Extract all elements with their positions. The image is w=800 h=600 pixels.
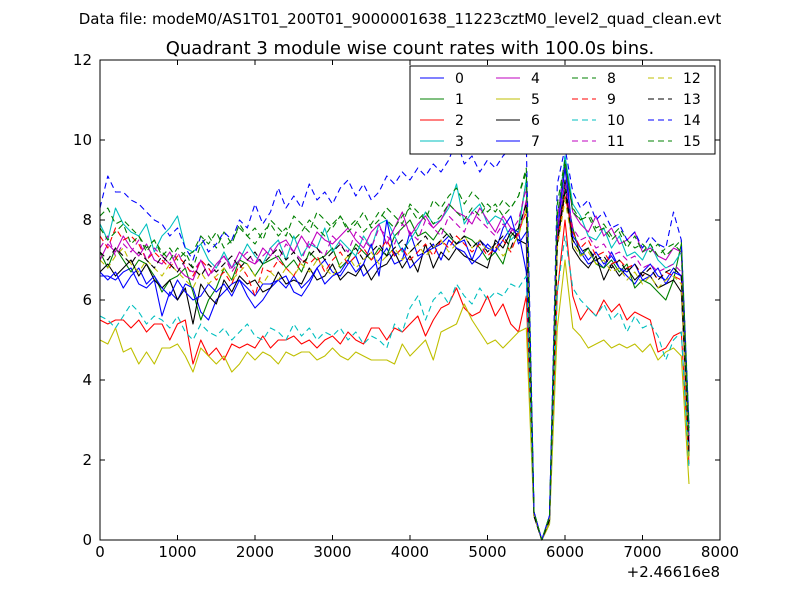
series-line-14 (99, 139, 690, 541)
y-tick-label: 6 (82, 291, 92, 309)
x-tick-label: 2000 (236, 543, 274, 561)
series-line-10 (99, 235, 690, 541)
x-offset-label: +2.46616e8 (627, 563, 720, 581)
legend-label-0: 0 (455, 71, 464, 87)
y-tick-label: 12 (73, 51, 92, 69)
legend-label-3: 3 (455, 134, 464, 150)
series-line-4 (99, 163, 690, 541)
legend-label-12: 12 (683, 71, 701, 87)
y-tick-label: 4 (82, 371, 92, 389)
series-line-5 (99, 259, 690, 541)
y-tick-label: 10 (73, 131, 92, 149)
legend-label-2: 2 (455, 113, 464, 129)
y-tick-label: 2 (82, 451, 92, 469)
x-tick-label: 0 (95, 543, 105, 561)
series-line-8 (99, 163, 690, 541)
legend-label-15: 15 (683, 134, 701, 150)
legend-label-8: 8 (607, 71, 616, 87)
series-layer (99, 139, 690, 541)
legend-label-6: 6 (531, 113, 540, 129)
series-line-12 (99, 199, 690, 541)
series-line-15 (99, 159, 690, 541)
legend-label-9: 9 (607, 92, 616, 108)
legend-label-13: 13 (683, 92, 701, 108)
legend-label-10: 10 (607, 113, 625, 129)
legend-label-4: 4 (531, 71, 540, 87)
x-tick-label: 5000 (468, 543, 506, 561)
legend-label-14: 14 (683, 113, 701, 129)
y-tick-label: 0 (82, 531, 92, 549)
x-tick-label: 7000 (623, 543, 661, 561)
legend-label-1: 1 (455, 92, 464, 108)
x-tick-label: 8000 (701, 543, 739, 561)
chart-title: Quadrant 3 module wise count rates with … (166, 38, 655, 59)
series-line-13 (99, 191, 690, 541)
legend-box (409, 65, 716, 155)
x-tick-label: 3000 (313, 543, 351, 561)
legend-label-5: 5 (531, 92, 540, 108)
tick-layer: 0 1000 2000 3000 4000 5000 6000 7000 80000246810… (73, 51, 739, 561)
legend-label-7: 7 (531, 134, 540, 150)
series-line-9 (99, 195, 690, 541)
file-suptitle: Data file: modeM0/AS1T01_200T01_90000016… (79, 10, 722, 29)
x-tick-label: 4000 (391, 543, 429, 561)
x-tick-label: 1000 (158, 543, 196, 561)
series-line-3 (99, 155, 690, 541)
series-line-0 (100, 155, 690, 541)
legend-label-11: 11 (607, 134, 625, 150)
series-line-2 (99, 219, 690, 541)
y-tick-label: 8 (82, 211, 92, 229)
x-tick-label: 6000 (546, 543, 584, 561)
series-line-11 (99, 183, 690, 541)
